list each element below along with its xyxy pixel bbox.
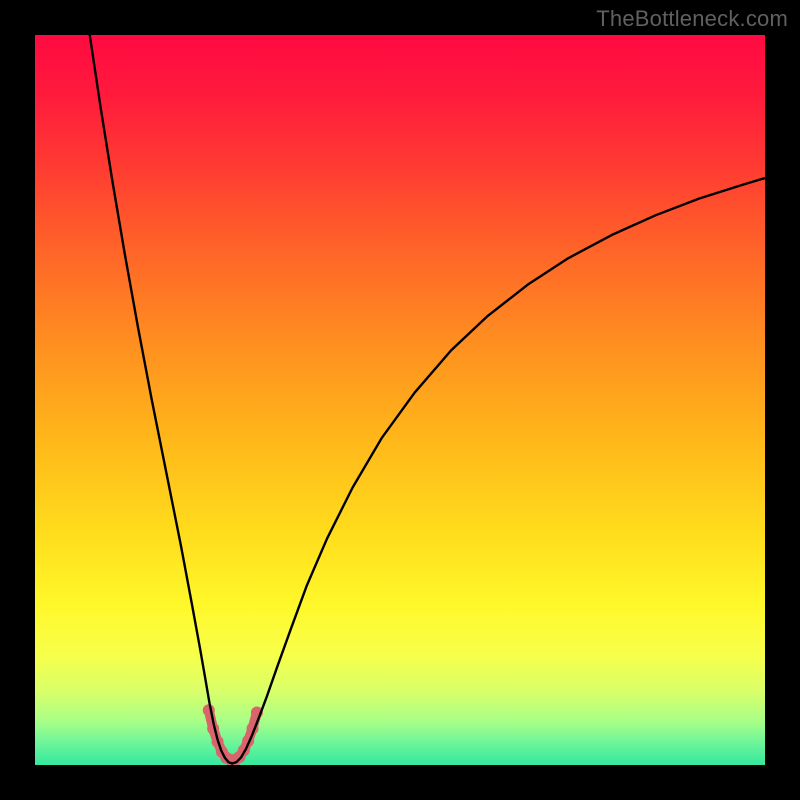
watermark-text: TheBottleneck.com — [596, 6, 788, 32]
bottleneck-curve-chart — [0, 0, 800, 800]
chart-background-gradient — [35, 35, 765, 765]
chart-container: TheBottleneck.com — [0, 0, 800, 800]
